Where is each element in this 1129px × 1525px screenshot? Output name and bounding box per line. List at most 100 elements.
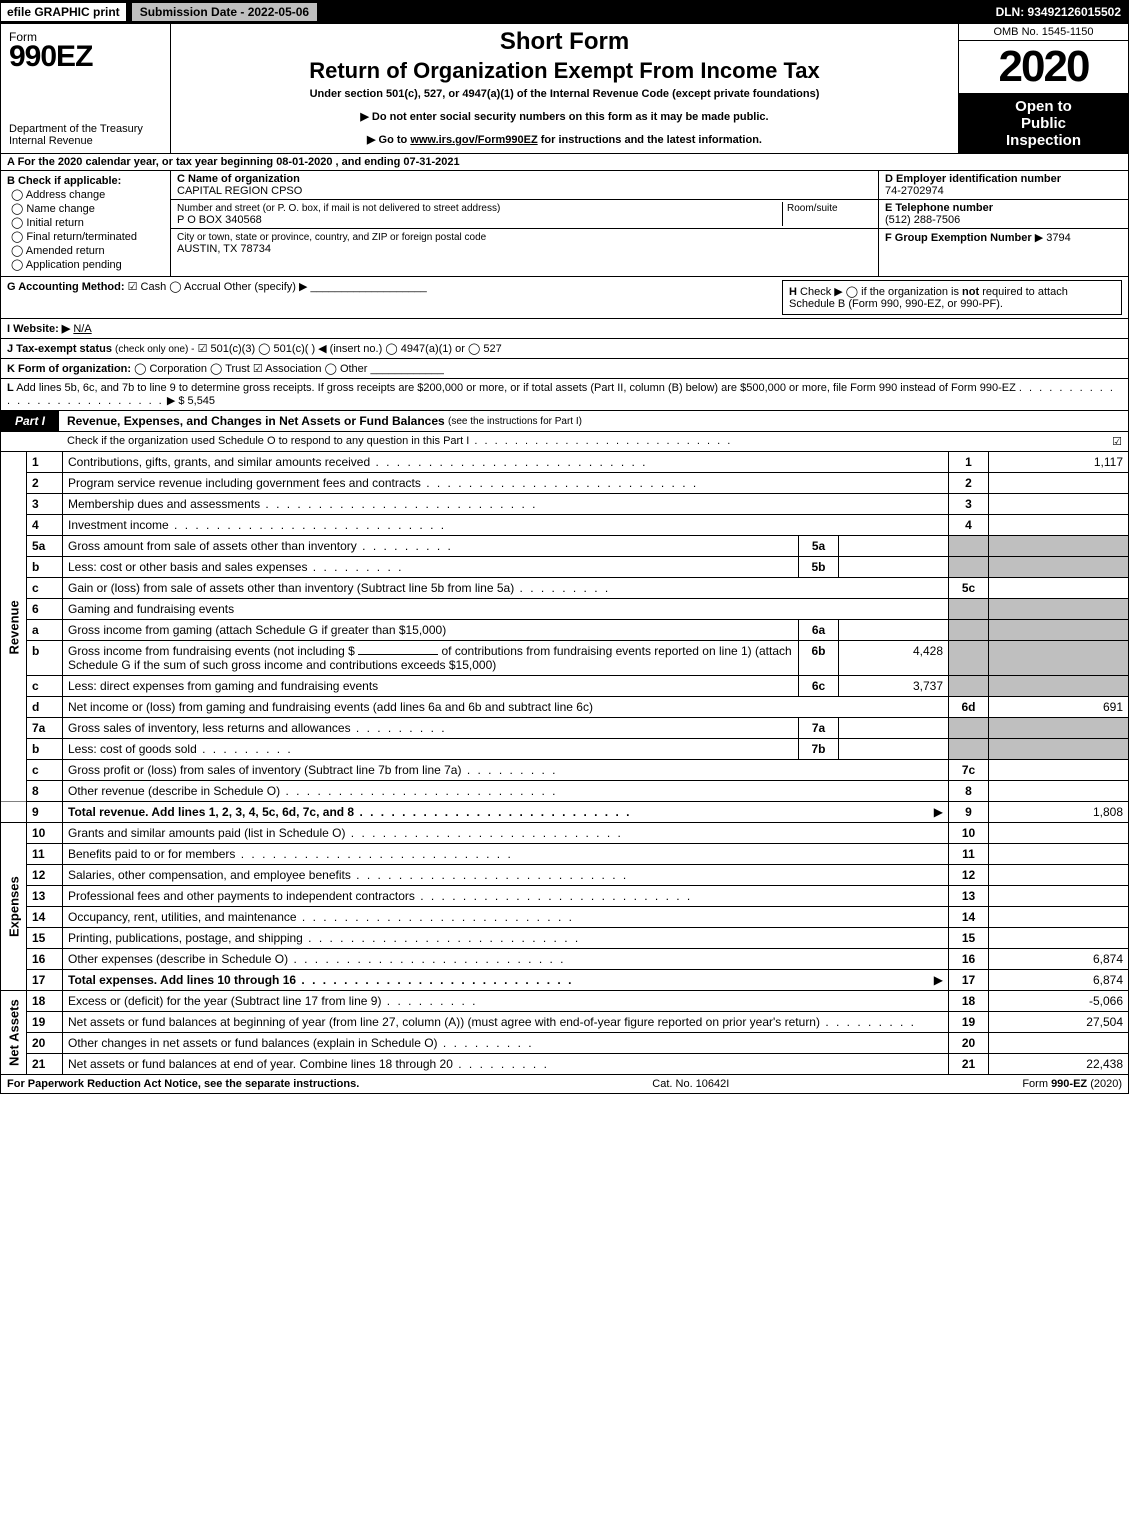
- g-cash-checkbox[interactable]: Cash: [128, 281, 167, 293]
- footer-right-suffix: (2020): [1087, 1078, 1122, 1090]
- line-num: 7a: [27, 718, 63, 739]
- f-arrow: ▶: [1035, 232, 1043, 244]
- line-amount: [989, 494, 1129, 515]
- k-association[interactable]: Association: [253, 363, 322, 375]
- l-text: Add lines 5b, 6c, and 7b to line 9 to de…: [16, 382, 1016, 394]
- line-ref-grey: [949, 718, 989, 739]
- checkbox-address-change[interactable]: Address change: [11, 188, 164, 201]
- part-1-title: Revenue, Expenses, and Changes in Net As…: [67, 414, 445, 428]
- line-num: 4: [27, 515, 63, 536]
- k-trust[interactable]: Trust: [210, 363, 250, 375]
- line-k: K Form of organization: Corporation Trus…: [0, 359, 1129, 379]
- subtitle: Under section 501(c), 527, or 4947(a)(1)…: [181, 88, 948, 100]
- open-line2: Public: [963, 115, 1124, 132]
- d-label: D Employer identification number: [885, 173, 1061, 185]
- line-num: 14: [27, 907, 63, 928]
- line-ref: 5c: [949, 578, 989, 599]
- k-corporation[interactable]: Corporation: [134, 363, 207, 375]
- j-501c3[interactable]: 501(c)(3): [198, 343, 256, 355]
- part-1-table: Revenue 1 Contributions, gifts, grants, …: [0, 452, 1129, 1075]
- line-desc: Gross income from fundraising events (no…: [63, 641, 799, 676]
- open-line1: Open to: [963, 98, 1124, 115]
- line-num: 16: [27, 949, 63, 970]
- checkbox-name-change[interactable]: Name change: [11, 202, 164, 215]
- table-row: 2 Program service revenue including gove…: [1, 473, 1129, 494]
- line-amount-grey: [989, 620, 1129, 641]
- table-row: Revenue 1 Contributions, gifts, grants, …: [1, 452, 1129, 473]
- section-d-e-f: D Employer identification number 74-2702…: [878, 171, 1128, 276]
- irs-link[interactable]: www.irs.gov/Form990EZ: [410, 134, 537, 146]
- g-other[interactable]: Other (specify) ▶: [224, 281, 308, 293]
- table-row: 14 Occupancy, rent, utilities, and maint…: [1, 907, 1129, 928]
- line-num: 19: [27, 1012, 63, 1033]
- line-ref: 9: [949, 802, 989, 823]
- sub-amount: [839, 557, 949, 578]
- table-row: b Gross income from fundraising events (…: [1, 641, 1129, 676]
- open-line3: Inspection: [963, 132, 1124, 149]
- efile-print-label[interactable]: efile GRAPHIC print: [0, 2, 127, 22]
- netassets-side-label: Net Assets: [1, 991, 27, 1075]
- h-not: not: [962, 286, 979, 298]
- line-ref-grey: [949, 536, 989, 557]
- line-amount-grey: [989, 641, 1129, 676]
- part-1-checkbox[interactable]: ☑: [1112, 435, 1122, 448]
- table-row: 20 Other changes in net assets or fund b…: [1, 1033, 1129, 1054]
- line-ref-grey: [949, 620, 989, 641]
- line-desc: Gaming and fundraising events: [63, 599, 949, 620]
- j-501c[interactable]: 501(c)( ) ◀ (insert no.): [258, 343, 382, 355]
- j-4947[interactable]: 4947(a)(1) or: [385, 343, 465, 355]
- instruction-2: ▶ Go to www.irs.gov/Form990EZ for instru…: [181, 133, 948, 146]
- expenses-side-label: Expenses: [1, 823, 27, 991]
- line-num: d: [27, 697, 63, 718]
- line-desc: Net assets or fund balances at end of ye…: [63, 1054, 949, 1075]
- line-desc: Membership dues and assessments: [63, 494, 949, 515]
- table-row: 5a Gross amount from sale of assets othe…: [1, 536, 1129, 557]
- checkbox-initial-return[interactable]: Initial return: [11, 216, 164, 229]
- line-amount: 1,117: [989, 452, 1129, 473]
- line-desc: Investment income: [63, 515, 949, 536]
- line-num: c: [27, 760, 63, 781]
- footer-form-no: 990-EZ: [1051, 1078, 1087, 1090]
- f-label: F Group Exemption Number: [885, 232, 1032, 244]
- line-num: 1: [27, 452, 63, 473]
- sub-ref: 7b: [799, 739, 839, 760]
- footer-right-prefix: Form: [1022, 1078, 1051, 1090]
- line-desc: Less: direct expenses from gaming and fu…: [63, 676, 799, 697]
- line-a-tax-year: A For the 2020 calendar year, or tax yea…: [0, 154, 1129, 171]
- e-label: E Telephone number: [885, 202, 993, 214]
- submission-date: Submission Date - 2022-05-06: [131, 2, 318, 22]
- line-num: 8: [27, 781, 63, 802]
- line-amount: 27,504: [989, 1012, 1129, 1033]
- table-row: 11 Benefits paid to or for members 11: [1, 844, 1129, 865]
- line-num: 18: [27, 991, 63, 1012]
- line-num: 12: [27, 865, 63, 886]
- table-row: Expenses 10 Grants and similar amounts p…: [1, 823, 1129, 844]
- line-desc: Gross income from gaming (attach Schedul…: [63, 620, 799, 641]
- table-row: 21 Net assets or fund balances at end of…: [1, 1054, 1129, 1075]
- line-desc: Less: cost or other basis and sales expe…: [63, 557, 799, 578]
- checkbox-final-return[interactable]: Final return/terminated: [11, 230, 164, 243]
- line-desc: Gross sales of inventory, less returns a…: [63, 718, 799, 739]
- table-row: Net Assets 18 Excess or (deficit) for th…: [1, 991, 1129, 1012]
- line-l: L Add lines 5b, 6c, and 7b to line 9 to …: [0, 379, 1129, 411]
- line-amount: [989, 473, 1129, 494]
- open-to-public-box: Open to Public Inspection: [959, 94, 1128, 153]
- sub-ref: 7a: [799, 718, 839, 739]
- line-amount: 6,874: [989, 970, 1129, 991]
- g-accrual-checkbox[interactable]: Accrual: [169, 281, 220, 293]
- org-name: CAPITAL REGION CPSO: [177, 185, 302, 197]
- line-g-h: G Accounting Method: Cash Accrual Other …: [0, 277, 1129, 319]
- line-ref: 7c: [949, 760, 989, 781]
- k-other[interactable]: Other: [325, 363, 368, 375]
- line-desc: Salaries, other compensation, and employ…: [63, 865, 949, 886]
- city-value: AUSTIN, TX 78734: [177, 243, 271, 255]
- l-label: L: [7, 382, 14, 394]
- instruction-1: ▶ Do not enter social security numbers o…: [181, 110, 948, 123]
- checkbox-application-pending[interactable]: Application pending: [11, 258, 164, 271]
- line-amount: -5,066: [989, 991, 1129, 1012]
- j-527[interactable]: 527: [468, 343, 502, 355]
- line-amount: [989, 1033, 1129, 1054]
- checkbox-amended-return[interactable]: Amended return: [11, 244, 164, 257]
- line-amount: [989, 760, 1129, 781]
- header-right: OMB No. 1545-1150 2020 Open to Public In…: [958, 24, 1128, 153]
